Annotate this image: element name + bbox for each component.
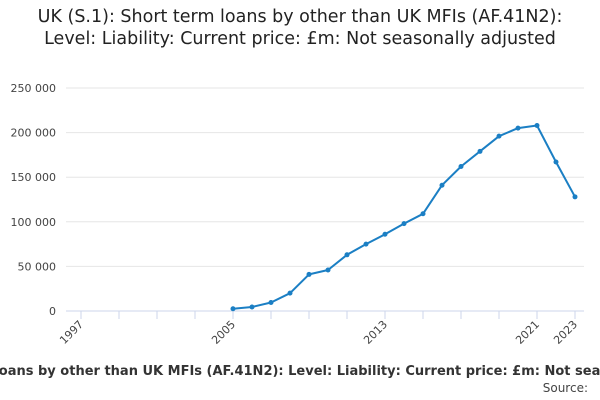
y-tick-label: 250 000 [11,82,57,95]
y-tick-label: 100 000 [11,216,57,229]
data-point [325,267,331,273]
data-point [363,241,369,247]
data-point [496,133,502,139]
data-point [249,304,255,310]
data-point [268,300,274,306]
axis-layer: 0 50 000 100 000 150 000 200 000 250 000 1997 2… [11,82,584,347]
source-label: Source: [542,381,588,395]
data-point [534,122,540,128]
y-tick-label: 0 [49,305,56,318]
x-tick-label: 2013 [361,318,390,347]
data-point [515,125,521,131]
grid-layer [66,87,584,267]
data-point [230,306,236,312]
x-tick-label: 1997 [57,318,86,347]
data-point [420,211,426,217]
x-axis-title-text: UK (S.1): Short term loans by other than… [0,364,600,379]
x-tick-label: 2005 [209,318,238,347]
data-point [401,221,407,227]
data-point [458,163,464,169]
data-point [287,290,293,296]
series-layer [230,122,578,312]
x-axis-title: UK (S.1): Short term loans by other than… [0,364,600,382]
data-point [477,148,483,154]
y-tick-label: 200 000 [11,127,57,140]
y-tick-label: 50 000 [18,260,57,273]
data-point [439,182,445,188]
x-tick-label: 2023 [551,318,580,347]
data-point [306,271,312,277]
data-point [553,159,559,165]
series-line [232,124,576,310]
data-point [344,252,350,258]
chart-title: UK (S.1): Short term loans by other than… [37,7,563,49]
y-tick-label: 150 000 [11,171,57,184]
data-point [572,194,578,200]
x-tick-label: 2021 [513,318,542,347]
data-point [382,231,388,237]
